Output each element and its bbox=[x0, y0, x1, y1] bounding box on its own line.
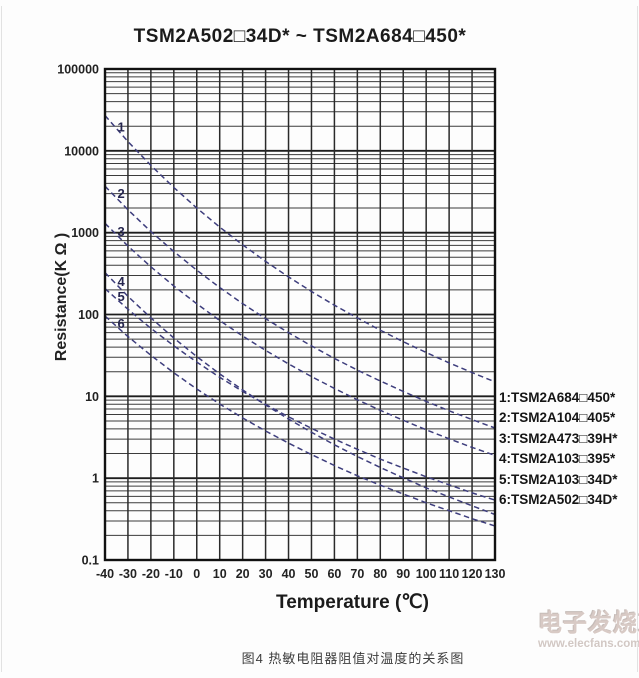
legend-entry-2: 2:TSM2A104□405* bbox=[499, 410, 616, 426]
curve-5 bbox=[104, 288, 496, 501]
x-tick-label: 60 bbox=[327, 567, 341, 581]
y-tick-label: 1 bbox=[92, 472, 99, 486]
site-watermark: 电子发烧友 www.elecfans.com bbox=[538, 603, 639, 650]
curve-3 bbox=[104, 222, 496, 457]
figure-caption: 图4 热敏电阻器阻值对温度的关系图 bbox=[241, 651, 465, 666]
x-tick-label: -30 bbox=[119, 567, 137, 581]
x-tick-label: 120 bbox=[462, 567, 483, 581]
page-edge-line-left bbox=[1, 6, 2, 672]
watermark-logo: 电子发烧友 bbox=[538, 610, 639, 637]
curve-legend: 1:TSM2A684□450* 2:TSM2A104□405* 3:TSM2A4… bbox=[499, 388, 639, 510]
x-axis-title: Temperature (℃) bbox=[276, 592, 429, 613]
curve-label-4: 4 bbox=[117, 274, 125, 289]
y-tick-label: 0.1 bbox=[82, 554, 99, 568]
y-tick-label: 1000 bbox=[71, 226, 99, 240]
x-tick-label: 100 bbox=[416, 567, 437, 581]
curve-label-6: 6 bbox=[117, 316, 124, 331]
y-axis-title: Resistance(K Ω ) bbox=[53, 232, 70, 362]
x-tick-label: -40 bbox=[96, 567, 114, 581]
x-tick-label: 10 bbox=[213, 567, 227, 581]
y-tick-label: 10000 bbox=[64, 144, 99, 158]
curve-6 bbox=[104, 315, 496, 527]
curve-label-2: 2 bbox=[117, 186, 124, 201]
legend-entry-3: 3:TSM2A473□39H* bbox=[499, 430, 618, 446]
y-tick-label: 10 bbox=[85, 390, 99, 404]
watermark-url: www.elecfans.com bbox=[538, 638, 639, 650]
plot-border bbox=[103, 67, 497, 562]
legend-entry-4: 4:TSM2A103□395* bbox=[499, 451, 616, 467]
page-edge-line-right bbox=[637, 6, 638, 672]
legend-entry-1: 1:TSM2A684□450* bbox=[499, 390, 616, 405]
y-tick-label: 100 bbox=[78, 308, 99, 322]
x-tick-label: 110 bbox=[439, 567, 459, 581]
legend-entry-6: 6:TSM2A502□34D* bbox=[499, 491, 618, 507]
chart-title: TSM2A502□34D* ~ TSM2A684□450* bbox=[133, 26, 467, 47]
y-tick-label: 100000 bbox=[57, 63, 99, 77]
curve-label-3: 3 bbox=[117, 224, 124, 239]
x-tick-label: 0 bbox=[193, 567, 200, 581]
x-tick-label: 50 bbox=[305, 567, 319, 581]
legend-entry-5: 5:TSM2A103□34D* bbox=[499, 471, 618, 487]
x-tick-label: 130 bbox=[485, 567, 506, 581]
x-tick-label: -10 bbox=[165, 567, 183, 581]
x-tick-label: 20 bbox=[236, 567, 250, 581]
x-tick-label: -20 bbox=[142, 567, 160, 581]
x-tick-label: 30 bbox=[259, 567, 273, 581]
x-tick-label: 90 bbox=[396, 567, 410, 581]
curve-1 bbox=[104, 115, 496, 383]
x-tick-label: 80 bbox=[373, 567, 387, 581]
curve-label-5: 5 bbox=[117, 289, 124, 304]
curve-label-1: 1 bbox=[117, 119, 124, 134]
x-tick-label: 40 bbox=[282, 567, 296, 581]
x-tick-label: 70 bbox=[350, 567, 364, 581]
